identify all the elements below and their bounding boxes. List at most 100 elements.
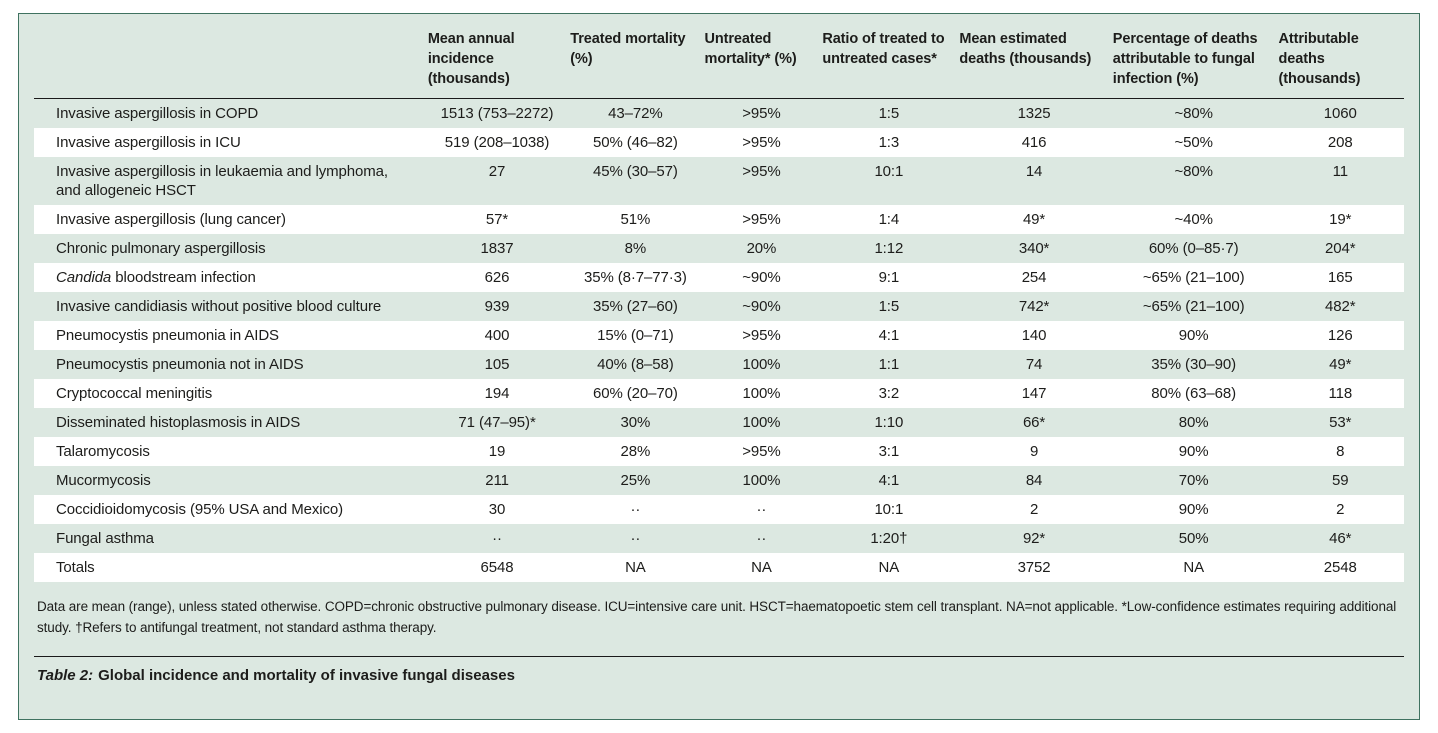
cell-value: 90% [1178, 443, 1209, 460]
row-label: Coccidioidomycosis (95% USA and Mexico) [56, 501, 344, 518]
cell-value: >95% [742, 134, 781, 151]
row-label: Chronic pulmonary aspergillosis [56, 240, 266, 257]
cell-value: 60% (20–70) [593, 385, 678, 402]
table-panel: Mean annual incidence (thousands) Treate… [18, 13, 1420, 720]
cell-value: NA [878, 559, 900, 576]
cell-value: 35% (30–90) [1151, 356, 1237, 373]
cell-value: 254 [1021, 269, 1047, 286]
row-label: Disseminated histoplasmosis in AIDS [56, 414, 301, 431]
cell-value: 1:12 [874, 240, 904, 257]
row-label: Candida bloodstream infection [56, 269, 256, 286]
cell-value: 71 (47–95)* [458, 414, 536, 431]
cell-value: 66* [1022, 414, 1046, 431]
cell-value: 400 [484, 327, 510, 344]
cell-value: 14 [1025, 163, 1043, 180]
row-label: Fungal asthma [56, 530, 154, 547]
cell-value: 4:1 [878, 327, 900, 344]
header-pct-deaths-attributable: Percentage of deaths attributable to fun… [1110, 14, 1277, 99]
cell-value: 80% (63–68) [1151, 385, 1237, 402]
cell-value: 45% (30–57) [593, 163, 678, 180]
row-label: Totals [56, 559, 95, 576]
cell-value: 92* [1022, 530, 1046, 547]
cell-value: ·· [756, 501, 767, 518]
table-caption-label: Table 2: [37, 666, 94, 684]
cell-value: 35% (27–60) [593, 298, 678, 315]
cell-value: ·· [756, 530, 767, 547]
cell-value: 8% [624, 240, 647, 257]
cell-value: >95% [742, 105, 781, 122]
table-row: Pneumocystis pneumonia in AIDS 400 15% (0–… [34, 321, 1404, 350]
cell-value: 30% [620, 414, 651, 431]
cell-value: ~90% [742, 298, 781, 315]
cell-value: 70% [1178, 472, 1209, 489]
cell-value: 15% (0–71) [597, 327, 674, 344]
cell-value: 208 [1327, 134, 1353, 151]
cell-value: 1:5 [878, 105, 900, 122]
row-label: Talaromycosis [56, 443, 150, 460]
cell-value: 49* [1329, 356, 1352, 373]
cell-value: ~80% [1174, 163, 1213, 180]
cell-value: 9 [1029, 443, 1039, 460]
cell-value: 3:1 [878, 443, 900, 460]
cell-value: 939 [484, 298, 510, 315]
cell-value: 30 [488, 501, 506, 518]
cell-value: 4:1 [878, 472, 900, 489]
cell-value: ~65% (21–100) [1142, 298, 1245, 315]
cell-value: 211 [485, 472, 509, 489]
cell-value: 53* [1329, 414, 1352, 431]
header-row: Mean annual incidence (thousands) Treate… [34, 14, 1404, 99]
row-label: Invasive aspergillosis in leukaemia and … [56, 163, 388, 199]
cell-value: 20% [746, 240, 777, 257]
table-caption: Table 2: Global incidence and mortality o… [34, 655, 1404, 698]
cell-value: 1:3 [878, 134, 900, 151]
row-label: Pneumocystis pneumonia in AIDS [56, 327, 279, 344]
header-mean-annual-incidence: Mean annual incidence (thousands) [425, 14, 569, 99]
table-row: Cryptococcal meningitis 194 60% (20–70) 100… [34, 379, 1404, 408]
table-row: Candida bloodstream infection 626 35% (8·7… [34, 263, 1404, 292]
table-row: Fungal asthma ·· ·· ·· 1:20† 92* 50% 46* [34, 524, 1404, 553]
table-row: Totals 6548 NA NA NA 3752 NA 2548 [34, 553, 1404, 582]
header-treated-mortality: Treated mortality (%) [568, 14, 703, 99]
cell-value: 1:5 [878, 298, 900, 315]
cell-value: 105 [484, 356, 510, 373]
cell-value: 60% (0–85·7) [1148, 240, 1239, 257]
cell-value: 100% [742, 414, 781, 431]
cell-value: 46* [1329, 530, 1352, 547]
cell-value: ~90% [742, 269, 781, 286]
cell-value: >95% [742, 211, 781, 228]
cell-value: 50% (46–82) [593, 134, 678, 151]
cell-value: 126 [1327, 327, 1353, 344]
cell-value: 19 [488, 443, 506, 460]
table-row: Chronic pulmonary aspergillosis 1837 8% 20%… [34, 234, 1404, 263]
cell-value: 1:10 [874, 414, 904, 431]
cell-value: 19* [1329, 211, 1352, 228]
header-mean-estimated-deaths: Mean estimated deaths (thousands) [957, 14, 1111, 99]
cell-value: 3:2 [878, 385, 900, 402]
cell-value: 27 [488, 163, 506, 180]
cell-value: 742* [1018, 298, 1050, 315]
cell-value: ·· [492, 530, 502, 547]
cell-value: >95% [742, 163, 781, 180]
cell-value: 28% [620, 443, 651, 460]
cell-value: 165 [1327, 269, 1353, 286]
cell-value: 340* [1018, 240, 1050, 257]
cell-value: ~50% [1174, 134, 1213, 151]
cell-value: 49* [1022, 211, 1046, 228]
cell-value: 1:4 [878, 211, 900, 228]
cell-value: 482* [1325, 298, 1356, 315]
table-row: Disseminated histoplasmosis in AIDS 71 (4… [34, 408, 1404, 437]
cell-value: 2 [1029, 501, 1039, 518]
cell-value: 8 [1336, 443, 1345, 460]
cell-value: 1:1 [878, 356, 900, 373]
cell-value: 6548 [480, 559, 514, 576]
table-row: Invasive candidiasis without positive bl… [34, 292, 1404, 321]
cell-value: 519 (208–1038) [444, 134, 550, 151]
row-label: Invasive aspergillosis in COPD [56, 105, 259, 122]
table-caption-title: Global incidence and mortality of invasi… [98, 666, 515, 684]
table-row: Invasive aspergillosis in COPD 1513 (753–… [34, 99, 1404, 129]
cell-value: ·· [630, 530, 641, 547]
cell-value: 3752 [1017, 559, 1051, 576]
header-untreated-mortality: Untreated mortality* (%) [702, 14, 821, 99]
cell-value: NA [625, 559, 646, 576]
table-footnote: Data are mean (range), unless stated oth… [37, 599, 1397, 635]
